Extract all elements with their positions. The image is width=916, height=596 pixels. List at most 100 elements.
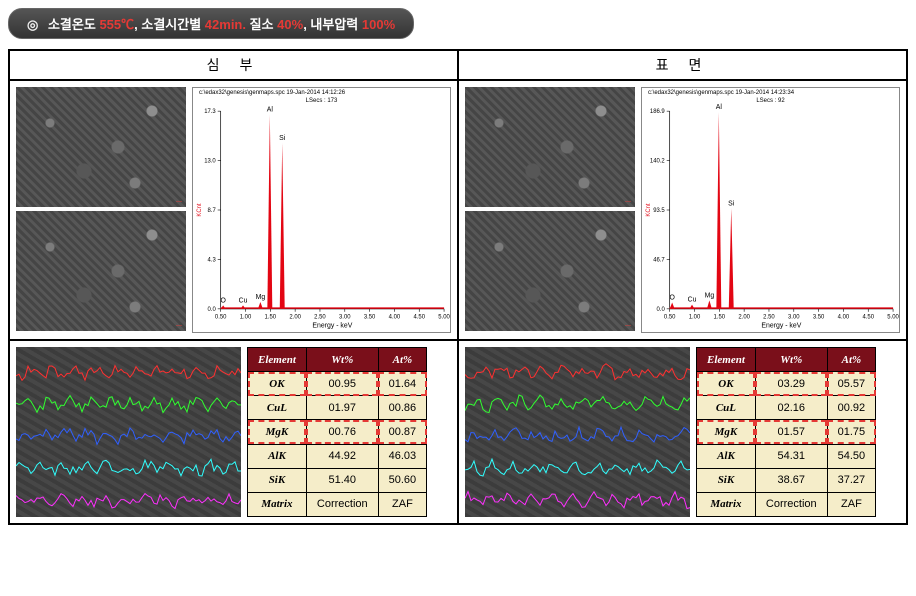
table-row: OK00.9501.64 bbox=[248, 372, 427, 396]
svg-text:Al: Al bbox=[716, 104, 723, 111]
table-header: Element bbox=[697, 348, 756, 372]
svg-text:1.50: 1.50 bbox=[265, 315, 277, 321]
hdr-mid2: 질소 bbox=[246, 17, 274, 32]
svg-text:8.7: 8.7 bbox=[208, 208, 216, 214]
sem-col-right: — — bbox=[465, 87, 635, 333]
el-name: SiK bbox=[248, 468, 307, 492]
svg-text:5.00: 5.00 bbox=[887, 315, 899, 321]
table-row: MgK00.7600.87 bbox=[248, 420, 427, 444]
table-row: CuL02.1600.92 bbox=[697, 396, 876, 420]
svg-text:2.50: 2.50 bbox=[763, 315, 775, 321]
svg-text:1.50: 1.50 bbox=[714, 315, 726, 321]
table-row: AlK54.3154.50 bbox=[697, 444, 876, 468]
svg-text:4.50: 4.50 bbox=[413, 315, 425, 321]
svg-text:5.00: 5.00 bbox=[438, 315, 450, 321]
svg-text:93.5: 93.5 bbox=[653, 208, 665, 214]
el-wt: 00.76 bbox=[306, 420, 378, 444]
table-header: Wt% bbox=[755, 348, 827, 372]
sem-image-right-1: — bbox=[465, 87, 635, 207]
col-header-right: 표 면 bbox=[458, 50, 907, 80]
spectrum-left: c:\edax32\genesis\genmaps.spc 19-Jan-201… bbox=[192, 87, 451, 333]
svg-text:Energy - keV: Energy - keV bbox=[761, 323, 801, 330]
table-header: At% bbox=[378, 348, 427, 372]
svg-text:KCnt: KCnt bbox=[646, 203, 652, 217]
sem-col-left: — — bbox=[16, 87, 186, 333]
matrix-row: MatrixCorrectionZAF bbox=[697, 492, 876, 516]
svg-text:Mg: Mg bbox=[705, 292, 715, 299]
svg-text:3.50: 3.50 bbox=[813, 315, 825, 321]
hdr-time: 42min. bbox=[205, 17, 246, 32]
svg-text:Si: Si bbox=[279, 135, 286, 142]
svg-text:1.00: 1.00 bbox=[240, 315, 252, 321]
header-pill: ◎ 소결온도 555℃, 소결시간별 42min. 질소 40%, 내부압력 1… bbox=[8, 8, 414, 39]
hdr-n2: 40% bbox=[277, 17, 303, 32]
el-wt: 54.31 bbox=[755, 444, 827, 468]
spec-right-title: c:\edax32\genesis\genmaps.spc 19-Jan-201… bbox=[648, 90, 794, 96]
svg-text:0.50: 0.50 bbox=[215, 315, 227, 321]
hdr-mid3: , 내부압력 bbox=[303, 17, 358, 32]
svg-text:0.0: 0.0 bbox=[208, 307, 217, 313]
hdr-temp: 555℃ bbox=[99, 17, 134, 32]
sem-image-left-1: — bbox=[16, 87, 186, 207]
svg-text:46.7: 46.7 bbox=[653, 257, 665, 263]
svg-text:Mg: Mg bbox=[256, 294, 266, 301]
el-wt: 00.95 bbox=[306, 372, 378, 396]
svg-text:Energy - keV: Energy - keV bbox=[312, 323, 352, 330]
svg-text:0.50: 0.50 bbox=[664, 315, 676, 321]
bullet-icon: ◎ bbox=[27, 17, 38, 32]
svg-text:4.50: 4.50 bbox=[862, 315, 874, 321]
el-at: 50.60 bbox=[378, 468, 427, 492]
el-at: 37.27 bbox=[827, 468, 876, 492]
element-table-right: ElementWt%At%OK03.2905.57CuL02.1600.92Mg… bbox=[696, 347, 876, 517]
svg-text:3.00: 3.00 bbox=[788, 315, 800, 321]
svg-text:17.3: 17.3 bbox=[204, 109, 216, 115]
el-wt: 38.67 bbox=[755, 468, 827, 492]
table-row: SiK51.4050.60 bbox=[248, 468, 427, 492]
sem-image-right-2: — bbox=[465, 211, 635, 331]
matrix-cell: Correction bbox=[755, 492, 827, 516]
svg-text:4.3: 4.3 bbox=[208, 257, 217, 263]
svg-text:140.2: 140.2 bbox=[650, 159, 665, 165]
el-at: 54.50 bbox=[827, 444, 876, 468]
map-image-left bbox=[16, 347, 241, 517]
svg-text:Cu: Cu bbox=[688, 297, 697, 304]
svg-text:0.0: 0.0 bbox=[657, 307, 666, 313]
matrix-cell: ZAF bbox=[827, 492, 876, 516]
table-row: CuL01.9700.86 bbox=[248, 396, 427, 420]
table-row: AlK44.9246.03 bbox=[248, 444, 427, 468]
table-row: SiK38.6737.27 bbox=[697, 468, 876, 492]
svg-text:Si: Si bbox=[728, 200, 735, 207]
el-name: OK bbox=[248, 372, 307, 396]
el-wt: 02.16 bbox=[755, 396, 827, 420]
matrix-row: MatrixCorrectionZAF bbox=[248, 492, 427, 516]
svg-text:3.00: 3.00 bbox=[339, 315, 351, 321]
spec-right-svg: 0.501.001.502.002.503.003.504.004.505.00… bbox=[642, 88, 899, 332]
el-wt: 51.40 bbox=[306, 468, 378, 492]
el-name: AlK bbox=[697, 444, 756, 468]
table-header: Element bbox=[248, 348, 307, 372]
el-wt: 03.29 bbox=[755, 372, 827, 396]
el-wt: 44.92 bbox=[306, 444, 378, 468]
top-left-cell: — — c:\edax32\genesis\genmaps.spc 19-Jan… bbox=[9, 80, 458, 340]
el-at: 00.92 bbox=[827, 396, 876, 420]
element-table-left: ElementWt%At%OK00.9501.64CuL01.9700.86Mg… bbox=[247, 347, 427, 517]
matrix-cell: Correction bbox=[306, 492, 378, 516]
bottom-left-cell: ElementWt%At%OK00.9501.64CuL01.9700.86Mg… bbox=[9, 340, 458, 524]
svg-text:Al: Al bbox=[267, 107, 274, 114]
svg-text:4.00: 4.00 bbox=[389, 315, 401, 321]
el-at: 00.87 bbox=[378, 420, 427, 444]
svg-text:2.00: 2.00 bbox=[738, 315, 750, 321]
el-at: 46.03 bbox=[378, 444, 427, 468]
el-name: CuL bbox=[248, 396, 307, 420]
table-row: MgK01.5701.75 bbox=[697, 420, 876, 444]
svg-text:O: O bbox=[669, 295, 675, 302]
el-name: SiK bbox=[697, 468, 756, 492]
el-name: MgK bbox=[697, 420, 756, 444]
el-wt: 01.97 bbox=[306, 396, 378, 420]
svg-text:3.50: 3.50 bbox=[364, 315, 376, 321]
el-at: 01.75 bbox=[827, 420, 876, 444]
el-name: OK bbox=[697, 372, 756, 396]
el-at: 01.64 bbox=[378, 372, 427, 396]
svg-text:1.00: 1.00 bbox=[689, 315, 701, 321]
hdr-press: 100% bbox=[362, 17, 395, 32]
